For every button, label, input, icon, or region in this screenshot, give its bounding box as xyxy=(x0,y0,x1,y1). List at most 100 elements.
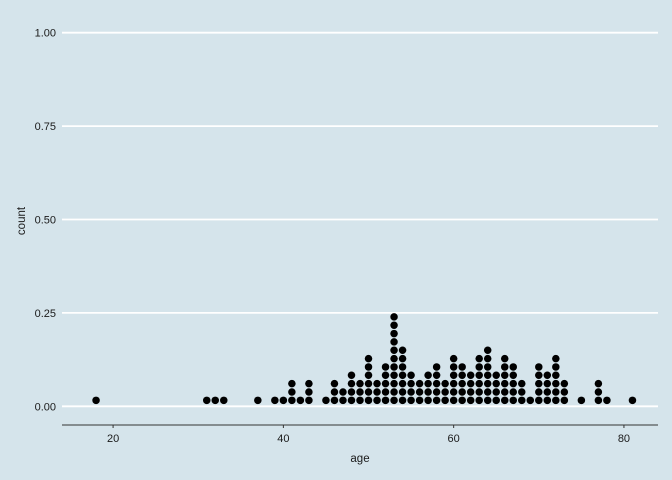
data-dot xyxy=(483,346,492,355)
data-dot xyxy=(500,363,509,371)
data-dot xyxy=(432,379,441,388)
data-dot xyxy=(518,396,526,405)
data-dot xyxy=(424,379,432,388)
data-dot xyxy=(202,396,211,405)
data-dot xyxy=(560,379,569,388)
data-dot xyxy=(466,371,475,380)
data-dot xyxy=(381,371,390,380)
data-dot xyxy=(500,379,509,388)
data-dot xyxy=(500,396,509,405)
data-dot xyxy=(364,396,373,405)
data-dot xyxy=(441,388,449,396)
data-dot xyxy=(432,388,441,396)
data-dot xyxy=(398,388,407,396)
data-dot xyxy=(432,363,441,371)
data-dot xyxy=(424,388,432,396)
data-dot xyxy=(449,363,458,371)
data-dot xyxy=(390,313,398,321)
x-tick-labels: 20 40 60 80 xyxy=(107,425,630,445)
data-dot xyxy=(398,346,407,355)
data-dot xyxy=(288,388,296,396)
data-dot xyxy=(492,371,500,380)
data-dot xyxy=(364,379,373,388)
data-dot xyxy=(594,379,603,388)
data-dot xyxy=(347,388,356,396)
x-tick-label: 60 xyxy=(448,433,460,445)
data-dot xyxy=(552,363,560,371)
data-dot xyxy=(552,388,560,396)
data-dot xyxy=(483,396,492,405)
y-tick-label: 1.00 xyxy=(35,28,56,40)
data-dot xyxy=(458,371,466,380)
data-dot xyxy=(526,396,535,405)
data-dot xyxy=(449,388,458,396)
data-dot xyxy=(552,354,560,363)
dot-stacks xyxy=(92,313,637,405)
data-dot xyxy=(288,379,296,388)
data-dot xyxy=(398,396,407,405)
data-dot xyxy=(364,371,373,380)
data-dot xyxy=(330,388,339,396)
data-dot xyxy=(390,321,398,329)
data-dot xyxy=(552,379,560,388)
data-dot xyxy=(390,346,398,355)
data-dot xyxy=(449,354,458,363)
data-dot xyxy=(390,396,398,405)
data-dot xyxy=(390,354,398,363)
data-dot xyxy=(543,379,552,388)
data-dot xyxy=(475,388,483,396)
data-dot xyxy=(475,371,483,380)
data-dot xyxy=(356,379,364,388)
data-dot xyxy=(543,388,552,396)
data-dot xyxy=(628,396,637,405)
data-dot xyxy=(364,354,373,363)
data-dot xyxy=(390,338,398,346)
y-tick-label: 0.50 xyxy=(35,215,56,227)
data-dot xyxy=(577,396,586,405)
data-dot xyxy=(398,363,407,371)
data-dot xyxy=(560,388,569,396)
data-dot xyxy=(339,388,347,396)
data-dot xyxy=(373,396,381,405)
data-dot xyxy=(381,363,390,371)
data-dot xyxy=(398,371,407,380)
data-dot xyxy=(432,396,441,405)
data-dot xyxy=(381,396,390,405)
data-dot xyxy=(500,371,509,380)
data-dot xyxy=(407,371,415,380)
data-dot xyxy=(398,354,407,363)
data-dot xyxy=(543,396,552,405)
data-dot xyxy=(330,396,339,405)
data-dot xyxy=(449,379,458,388)
data-dot xyxy=(552,371,560,380)
y-tick-label: 0.00 xyxy=(35,401,56,413)
data-dot xyxy=(424,371,432,380)
data-dot xyxy=(381,388,390,396)
data-dot xyxy=(381,379,390,388)
data-dot xyxy=(398,379,407,388)
data-dot xyxy=(535,379,543,388)
data-dot xyxy=(271,396,279,405)
data-dot xyxy=(458,363,466,371)
data-dot xyxy=(518,388,526,396)
data-dot xyxy=(500,354,509,363)
y-axis-title: count xyxy=(16,206,28,235)
data-dot xyxy=(322,396,330,405)
data-dot xyxy=(492,396,500,405)
data-dot xyxy=(288,396,296,405)
data-dot xyxy=(441,396,449,405)
data-dot xyxy=(364,388,373,396)
data-dot xyxy=(535,363,543,371)
data-dot xyxy=(305,396,313,405)
data-dot xyxy=(390,329,398,338)
x-axis-title: age xyxy=(350,453,369,465)
data-dot xyxy=(475,396,483,405)
data-dot xyxy=(509,363,518,371)
data-dot xyxy=(211,396,220,405)
data-dot xyxy=(458,388,466,396)
x-tick-label: 80 xyxy=(618,433,630,445)
data-dot xyxy=(390,363,398,371)
data-dot xyxy=(466,388,475,396)
data-dot xyxy=(373,379,381,388)
